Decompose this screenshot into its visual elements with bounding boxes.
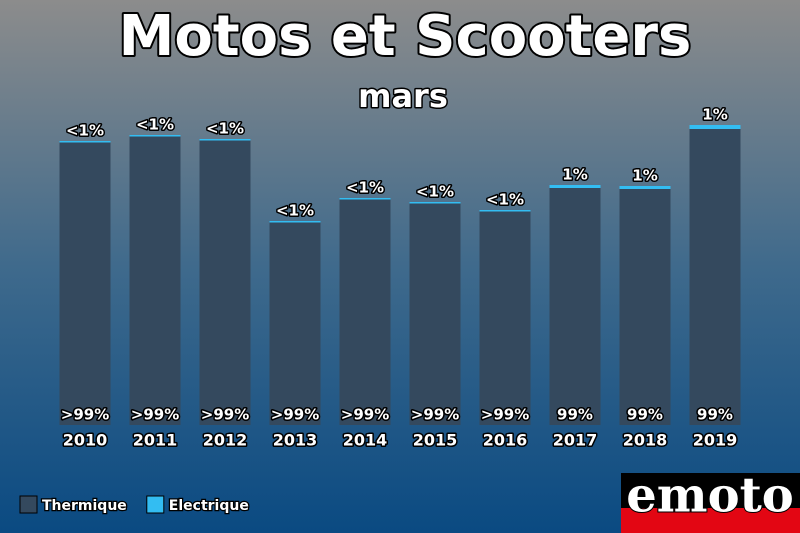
bar-segment — [199, 140, 251, 425]
chart-title: Motos et Scooters — [119, 4, 692, 69]
bar-segment — [339, 199, 391, 425]
bar-segment — [689, 129, 741, 425]
segment-label: 99% — [697, 406, 733, 424]
x-tick-label: 2013 — [273, 431, 318, 450]
segment-label: 1% — [562, 166, 587, 184]
x-tick-label: 2015 — [413, 431, 458, 450]
segment-label: >99% — [341, 406, 389, 424]
logo-text: emoto — [626, 468, 794, 524]
x-tick-label: 2016 — [483, 431, 528, 450]
segment-label: <1% — [206, 120, 244, 138]
segment-label: >99% — [201, 406, 249, 424]
bar-segment — [269, 222, 321, 425]
segment-label: 1% — [632, 167, 657, 185]
logo-band — [621, 508, 800, 533]
segment-label: <1% — [416, 183, 454, 201]
segment-label: >99% — [61, 406, 109, 424]
segment-label: 99% — [627, 406, 663, 424]
bar-segment — [269, 221, 321, 223]
legend-swatch — [19, 495, 38, 514]
segment-label: 99% — [557, 406, 593, 424]
x-tick-label: 2011 — [133, 431, 178, 450]
bar-segment — [409, 202, 461, 204]
bar-segment — [619, 189, 671, 425]
bar-segment — [409, 203, 461, 425]
legend-label: Thermique — [42, 498, 127, 514]
legend-swatch — [146, 495, 165, 514]
bar-segment — [549, 188, 601, 425]
bar-segment — [339, 198, 391, 200]
segment-label: <1% — [346, 179, 384, 197]
bar-segment — [479, 211, 531, 425]
x-tick-label: 2012 — [203, 431, 248, 450]
bar-segment — [199, 139, 251, 141]
segment-label: <1% — [136, 116, 174, 134]
segment-label: >99% — [271, 406, 319, 424]
segment-label: <1% — [276, 202, 314, 220]
segment-label: >99% — [411, 406, 459, 424]
bar-segment — [59, 141, 111, 143]
x-tick-label: 2018 — [623, 431, 668, 450]
logo: emoto — [621, 467, 800, 533]
chart-subtitle: mars — [358, 77, 448, 115]
x-tick-label: 2019 — [693, 431, 738, 450]
x-tick-label: 2017 — [553, 431, 598, 450]
segment-label: <1% — [66, 122, 104, 140]
segment-label: 1% — [702, 106, 727, 124]
bar-segment — [549, 185, 601, 188]
x-tick-label: 2014 — [343, 431, 388, 450]
segment-label: >99% — [131, 406, 179, 424]
legend-label: Electrique — [169, 498, 249, 514]
segment-label: <1% — [486, 191, 524, 209]
bar-segment — [619, 186, 671, 189]
bar-segment — [129, 135, 181, 137]
bar-segment — [129, 136, 181, 425]
bar-segment — [689, 125, 741, 129]
segment-label: >99% — [481, 406, 529, 424]
bar-segment — [479, 210, 531, 212]
bar-segment — [59, 142, 111, 425]
x-tick-label: 2010 — [63, 431, 108, 450]
